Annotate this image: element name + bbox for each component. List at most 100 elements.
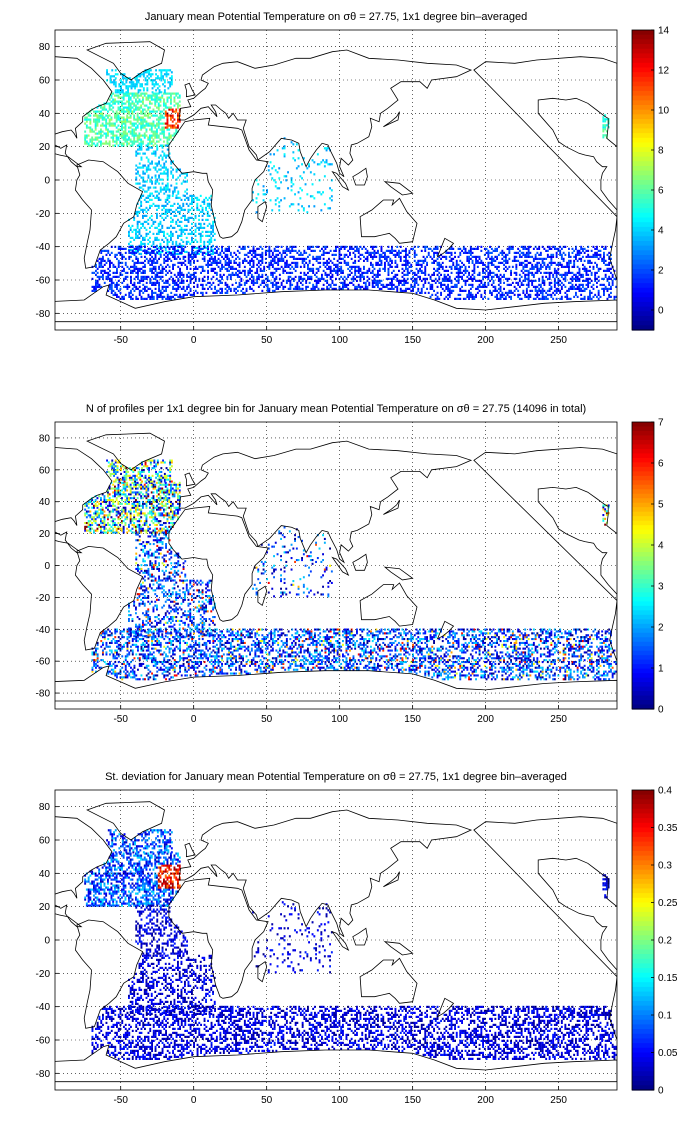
- data-cell: [158, 177, 160, 179]
- data-cell: [135, 286, 137, 288]
- data-cell: [564, 246, 566, 248]
- data-cell: [531, 264, 533, 266]
- data-cell: [468, 258, 470, 260]
- data-cell: [554, 294, 556, 296]
- data-cell: [163, 141, 165, 143]
- data-cell: [487, 264, 489, 266]
- data-cell: [168, 197, 170, 199]
- data-cell: [251, 282, 253, 284]
- data-cell: [153, 85, 155, 87]
- data-cell: [512, 246, 514, 248]
- data-cell: [184, 256, 186, 258]
- data-cell: [139, 163, 141, 165]
- data-cell: [421, 272, 423, 274]
- data-cell: [247, 270, 249, 272]
- data-cell: [218, 262, 220, 264]
- data-cell: [104, 125, 106, 127]
- data-cell: [521, 264, 523, 266]
- data-cell: [107, 123, 109, 125]
- data-cell: [157, 87, 159, 89]
- data-cell: [379, 288, 381, 290]
- data-cell: [438, 262, 440, 264]
- data-cell: [437, 280, 439, 282]
- data-cell: [440, 264, 442, 266]
- data-cell: [307, 286, 309, 288]
- data-cell: [152, 83, 154, 85]
- data-cell: [189, 203, 191, 205]
- data-cell: [183, 262, 185, 264]
- data-cell: [533, 280, 535, 282]
- data-cell: [149, 282, 151, 284]
- data-cell: [302, 254, 304, 256]
- data-cell: [524, 256, 526, 258]
- data-cell: [158, 163, 160, 165]
- data-cell: [137, 173, 139, 175]
- data-cell: [261, 282, 263, 284]
- data-cell: [140, 129, 142, 131]
- data-cell: [174, 105, 176, 107]
- data-cell: [130, 241, 132, 243]
- data-cell: [165, 298, 167, 300]
- data-cell: [491, 256, 493, 258]
- data-cell: [292, 143, 294, 145]
- data-cell: [275, 256, 277, 258]
- data-cell: [358, 256, 360, 258]
- data-cell: [508, 246, 510, 248]
- data-cell: [442, 268, 444, 270]
- data-cell: [398, 250, 400, 252]
- data-cell: [132, 266, 134, 268]
- data-cell: [179, 207, 181, 209]
- data-cell: [175, 223, 177, 225]
- data-cell: [211, 256, 213, 258]
- data-cell: [133, 139, 135, 141]
- data-cell: [543, 258, 545, 260]
- data-cell: [307, 264, 309, 266]
- data-cell: [127, 288, 129, 290]
- data-cell: [183, 274, 185, 276]
- data-cell: [167, 197, 169, 199]
- data-cell: [577, 288, 579, 290]
- data-cell: [342, 284, 344, 286]
- data-cell: [139, 221, 141, 223]
- data-cell: [330, 268, 332, 270]
- data-cell: [139, 83, 141, 85]
- data-cell: [154, 125, 156, 127]
- data-cell: [158, 141, 160, 143]
- data-cell: [210, 237, 212, 239]
- data-cell: [123, 107, 125, 109]
- data-cell: [198, 227, 200, 229]
- data-cell: [135, 177, 137, 179]
- data-cell: [132, 93, 134, 95]
- data-cell: [561, 258, 563, 260]
- data-cell: [162, 159, 164, 161]
- data-cell: [193, 195, 195, 197]
- data-cell: [140, 203, 142, 205]
- data-cell: [261, 260, 263, 262]
- data-cell: [113, 290, 115, 292]
- data-cell: [461, 262, 463, 264]
- data-cell: [515, 274, 517, 276]
- data-cell: [445, 256, 447, 258]
- data-cell: [303, 264, 305, 266]
- data-cell: [167, 127, 169, 129]
- data-cell: [360, 278, 362, 280]
- data-cell: [135, 165, 137, 167]
- data-cell: [289, 272, 291, 274]
- x-tick-label: 50: [261, 335, 273, 346]
- data-cell: [379, 258, 381, 260]
- data-cell: [472, 262, 474, 264]
- data-cell: [137, 183, 139, 185]
- data-cell: [249, 262, 251, 264]
- data-cell: [138, 81, 140, 83]
- data-cell: [149, 129, 151, 131]
- data-cell: [139, 282, 141, 284]
- data-cell: [89, 123, 91, 125]
- data-cell: [412, 276, 414, 278]
- data-cell: [561, 248, 563, 250]
- data-cell: [321, 276, 323, 278]
- data-cell: [134, 85, 136, 87]
- data-cell: [496, 290, 498, 292]
- data-cell: [130, 290, 132, 292]
- data-cell: [347, 262, 349, 264]
